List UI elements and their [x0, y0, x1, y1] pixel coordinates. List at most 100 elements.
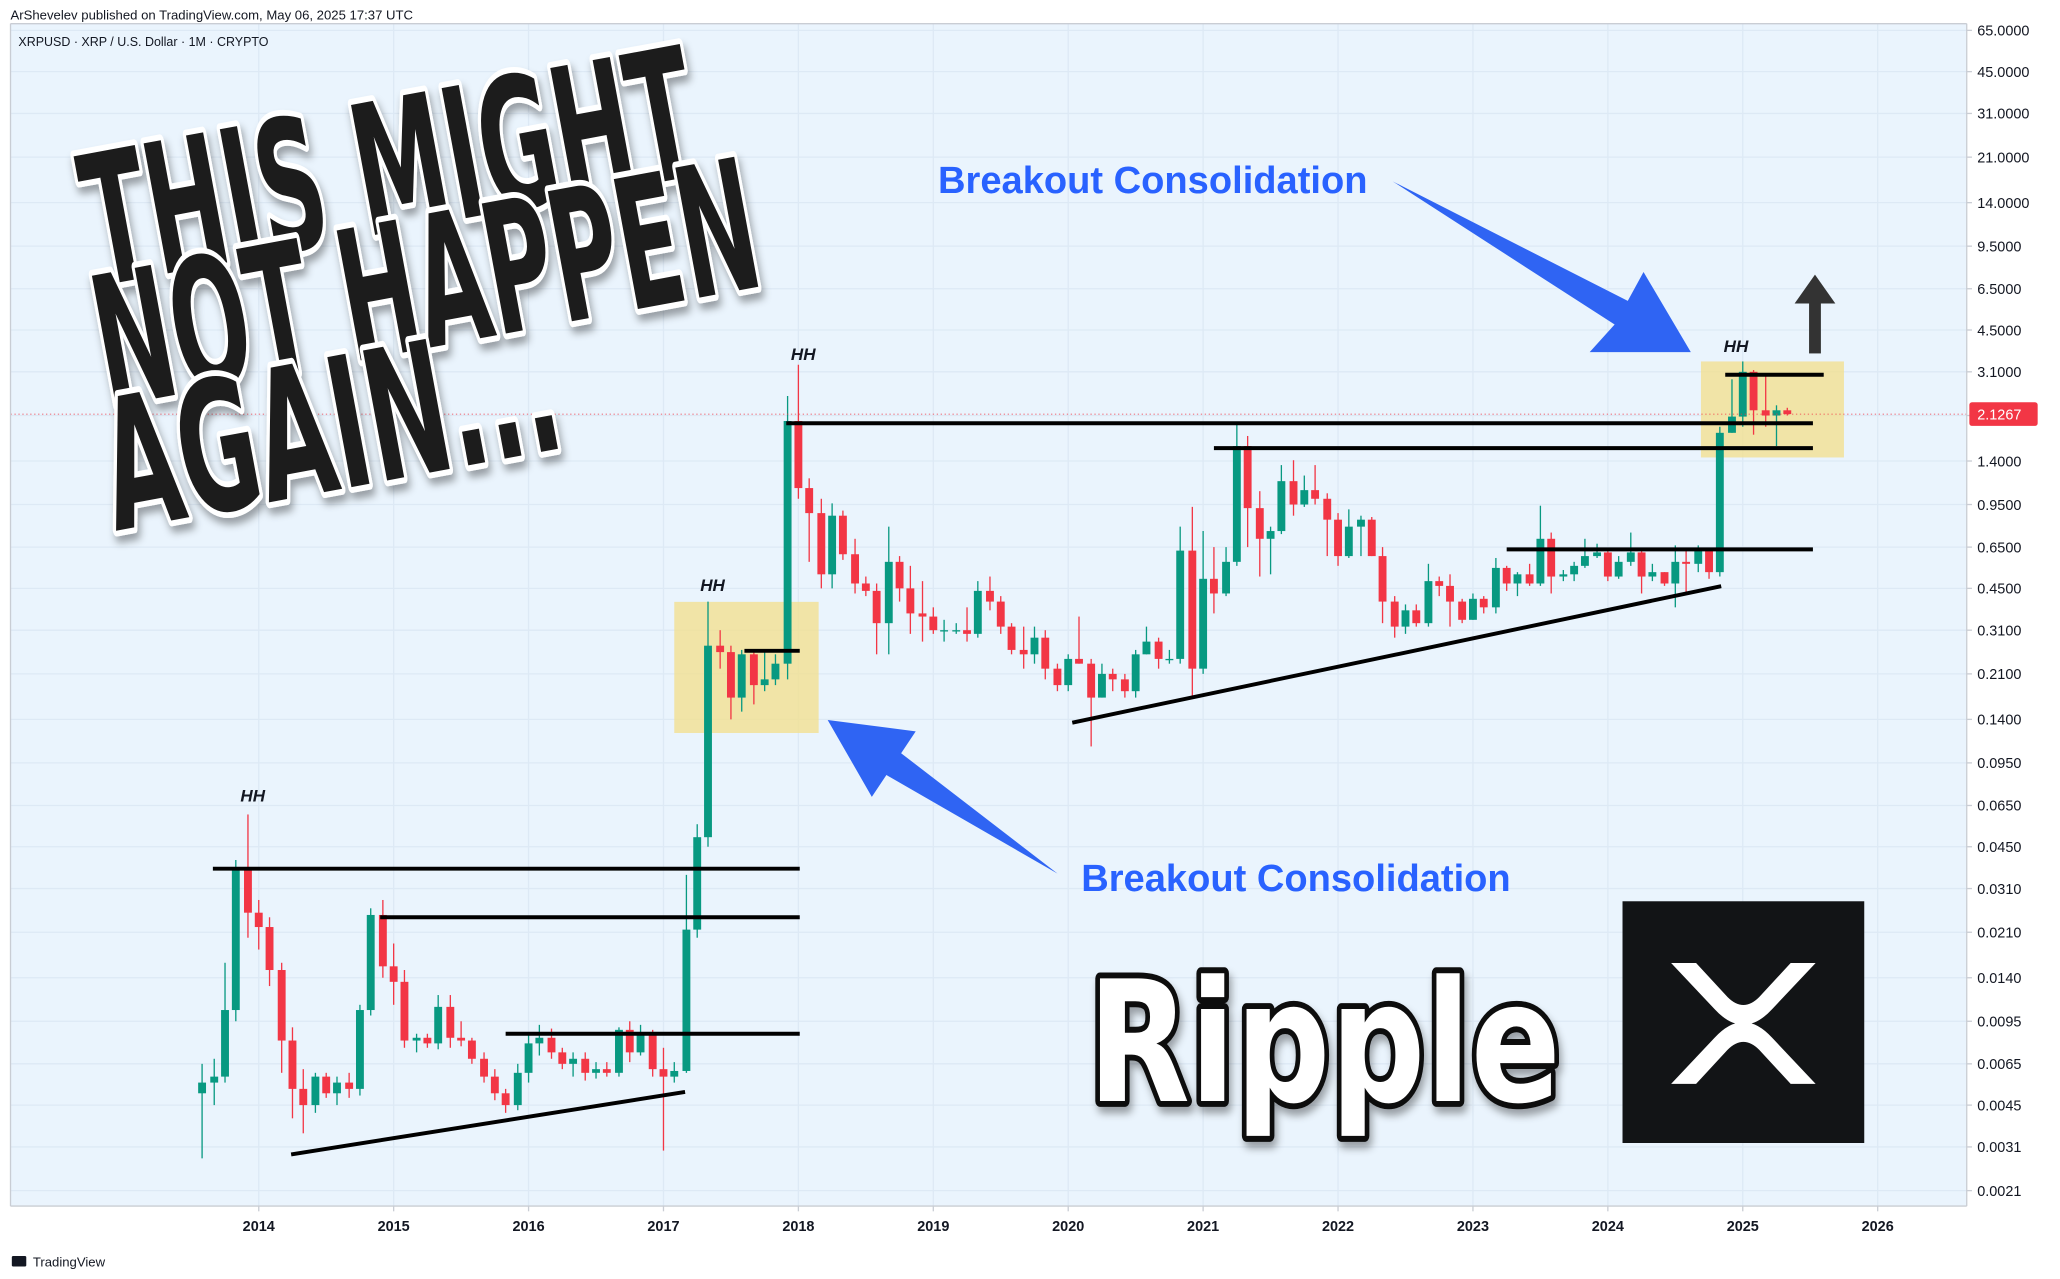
candle-body: [1108, 673, 1117, 680]
candle-body: [244, 868, 252, 913]
y-tick-label: 0.0950: [1977, 756, 2021, 772]
drawings: [212, 372, 1824, 1157]
candle-body: [1323, 498, 1332, 520]
level-line: [290, 1089, 686, 1157]
candle-body: [1525, 574, 1534, 584]
ripple-wordmark: Ripple: [1082, 939, 1567, 1147]
y-tick-label: 31.0000: [1977, 107, 2029, 123]
candle-body: [1446, 585, 1454, 602]
candle-body: [1648, 572, 1657, 577]
candle-body: [366, 914, 375, 1011]
candle-body: [1367, 519, 1376, 557]
candle-body: [1593, 552, 1602, 557]
candle-body: [716, 645, 725, 653]
candle-body: [378, 914, 387, 967]
candle-body: [592, 1069, 600, 1073]
logo-lower: [1671, 1022, 1816, 1084]
candle-body: [535, 1037, 544, 1044]
candle-body: [1357, 519, 1365, 527]
candle-body: [412, 1037, 421, 1041]
candle-body: [794, 420, 803, 489]
candle-body: [1614, 561, 1623, 577]
candle-body: [726, 652, 735, 698]
candle-body: [817, 513, 826, 575]
highlight-box: [674, 601, 819, 734]
candle-body: [446, 1006, 455, 1038]
candle-body: [265, 927, 274, 971]
candle-body: [345, 1082, 354, 1089]
candle-body: [872, 590, 881, 624]
candle-body: [749, 654, 758, 686]
candle-body: [1479, 598, 1488, 608]
last-price-label: 2.1267: [1977, 407, 2021, 423]
x-tick-label: 2015: [378, 1219, 410, 1235]
y-tick-label: 0.0021: [1977, 1184, 2021, 1200]
y-tick-label: 45.0000: [1977, 65, 2029, 81]
candle-body: [198, 1082, 207, 1094]
candle-body: [1255, 508, 1264, 539]
candle-body: [1502, 567, 1511, 584]
candle-body: [1637, 552, 1646, 577]
y-tick-label: 0.0065: [1977, 1057, 2021, 1073]
candle-body: [805, 488, 814, 514]
up-arrow-shaft: [1809, 299, 1821, 354]
candle-body: [1209, 578, 1218, 594]
candle-body: [1626, 552, 1635, 562]
candle-body: [1513, 574, 1522, 584]
arrow: [827, 719, 1058, 874]
candle-body: [1053, 668, 1062, 686]
candle-body: [861, 583, 870, 591]
candle-body: [311, 1076, 320, 1106]
annotation: Breakout Consolidation: [1081, 858, 1510, 900]
y-tick-label: 1.4000: [1977, 454, 2021, 470]
y-tick-label: 0.0140: [1977, 971, 2021, 987]
candle-body: [1064, 658, 1073, 686]
candle-body: [602, 1069, 611, 1073]
candle-body: [581, 1058, 590, 1073]
candle-body: [355, 1010, 364, 1089]
hh-label: HH: [240, 786, 265, 805]
candle-body: [1603, 552, 1612, 577]
y-tick-label: 0.3100: [1977, 623, 2021, 639]
candle-body: [547, 1037, 556, 1053]
candle-body: [1761, 410, 1770, 416]
candle-body: [1120, 679, 1129, 692]
y-tick-label: 21.0000: [1977, 150, 2029, 166]
x-tick-label: 2021: [1187, 1219, 1219, 1235]
candle-body: [828, 515, 837, 575]
candle-body: [1266, 531, 1275, 539]
candle-body: [467, 1040, 476, 1059]
candle-body: [1334, 519, 1342, 557]
candle-body: [434, 1006, 443, 1044]
y-tick-label: 9.5000: [1977, 239, 2021, 255]
highlight-box: [1700, 361, 1844, 458]
y-tick-label: 0.0031: [1977, 1140, 2021, 1156]
candle-body: [231, 868, 240, 1011]
candle-body: [1570, 565, 1579, 575]
y-tick-label: 65.0000: [1977, 24, 2029, 40]
candle-body: [918, 613, 927, 617]
y-tick-label: 0.9500: [1977, 498, 2021, 514]
x-tick-label: 2024: [1592, 1219, 1624, 1235]
candle-body: [625, 1029, 634, 1053]
candle-body: [1671, 561, 1680, 584]
candle-body: [1435, 581, 1444, 586]
candle-body: [771, 663, 780, 680]
candle-body: [1694, 548, 1703, 564]
candle-body: [1559, 574, 1568, 577]
x-tick-label: 2025: [1727, 1219, 1759, 1235]
candle-body: [400, 981, 409, 1041]
candle-body: [615, 1029, 623, 1073]
headline-line: AGAIN...: [85, 282, 576, 573]
candle-body: [1030, 637, 1039, 655]
candle-body: [895, 561, 904, 589]
candle-body: [490, 1076, 499, 1094]
candle-body: [277, 970, 286, 1041]
candle-body: [973, 590, 982, 634]
candle-body: [480, 1058, 488, 1077]
y-tick-label: 0.6500: [1977, 540, 2021, 556]
candles: [198, 361, 1792, 1159]
candle-body: [1783, 410, 1792, 415]
y-tick-label: 0.2100: [1977, 667, 2021, 683]
